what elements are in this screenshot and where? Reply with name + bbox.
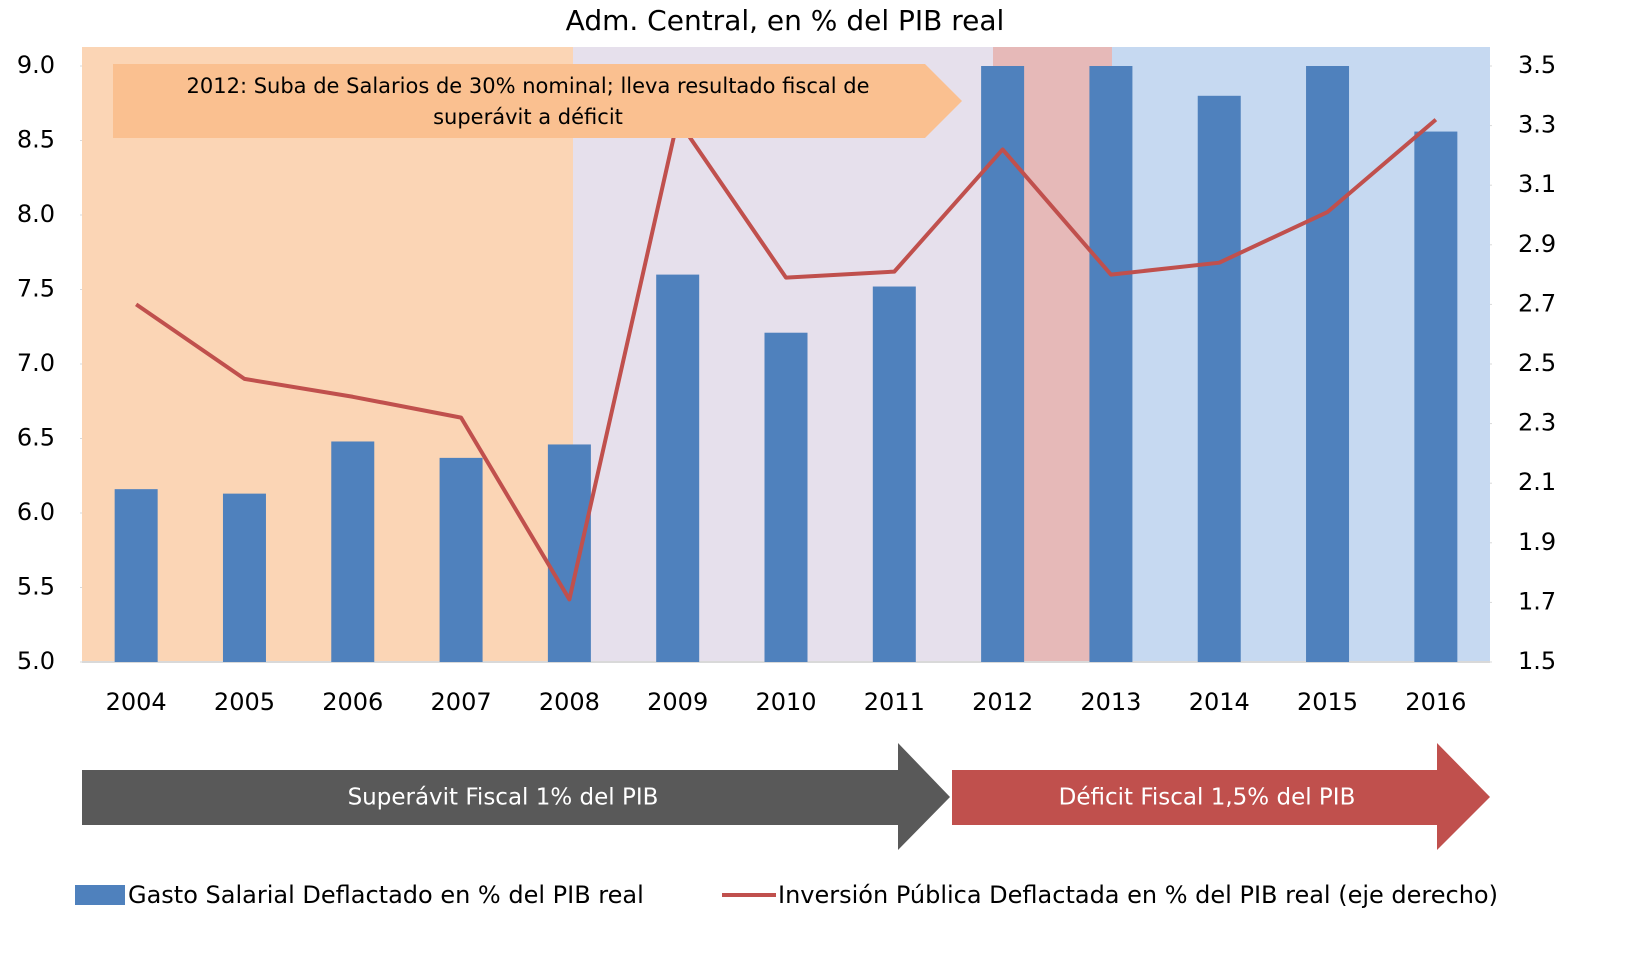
legend-swatch <box>75 885 125 905</box>
y2-tick-label: 3.1 <box>1518 170 1556 198</box>
y2-tick-label: 3.3 <box>1518 111 1556 139</box>
bar <box>1089 66 1133 662</box>
y2-tick-label: 3.5 <box>1518 51 1556 79</box>
legend-label: Gasto Salarial Deflactado en % del PIB r… <box>128 881 644 909</box>
y-tick-label: 9.0 <box>17 51 55 79</box>
y2-tick-label: 1.5 <box>1518 647 1556 675</box>
x-tick-label: 2004 <box>106 688 167 716</box>
y-tick-label: 6.0 <box>17 498 55 526</box>
y-tick-label: 8.0 <box>17 200 55 228</box>
x-tick-label: 2016 <box>1405 688 1466 716</box>
bar <box>331 441 375 662</box>
x-tick-label: 2009 <box>647 688 708 716</box>
x-tick-label: 2015 <box>1297 688 1358 716</box>
annotation-arrow <box>113 64 962 138</box>
x-tick-label: 2005 <box>214 688 275 716</box>
y-tick-label: 5.0 <box>17 647 55 675</box>
y-tick-label: 6.5 <box>17 424 55 452</box>
y2-tick-label: 2.3 <box>1518 409 1556 437</box>
y-tick-label: 5.5 <box>17 573 55 601</box>
x-tick-label: 2008 <box>539 688 600 716</box>
period-label: Déficit Fiscal 1,5% del PIB <box>1059 785 1356 811</box>
bar <box>547 444 591 662</box>
y-tick-label: 8.5 <box>17 126 55 154</box>
period-arrow <box>82 743 950 850</box>
y-tick-label: 7.0 <box>17 349 55 377</box>
y2-tick-label: 1.7 <box>1518 587 1556 615</box>
x-tick-label: 2012 <box>972 688 1033 716</box>
y2-tick-label: 1.9 <box>1518 528 1556 556</box>
period-arrow <box>952 743 1490 850</box>
bar <box>1414 131 1458 662</box>
x-tick-label: 2011 <box>864 688 925 716</box>
bar <box>981 66 1025 662</box>
annotation: superávit a déficit <box>433 105 623 129</box>
x-tick-label: 2007 <box>431 688 492 716</box>
bar <box>439 457 483 662</box>
bar <box>764 332 808 662</box>
line <box>135 117 1438 602</box>
annotation: 2012: Suba de Salarios de 30% nominal; l… <box>187 74 870 98</box>
y2-tick-label: 2.1 <box>1518 468 1556 496</box>
legend-label: Inversión Pública Deflactada en % del PI… <box>778 881 1498 909</box>
y-tick-label: 7.5 <box>17 275 55 303</box>
x-tick-label: 2010 <box>755 688 816 716</box>
bar <box>222 493 266 662</box>
bar <box>1197 95 1241 663</box>
y2-tick-label: 2.7 <box>1518 289 1556 317</box>
plot: 5.0 5.5 6.0 6.5 7.0 7.5 8.0 8.5 9.0 1.5 1.7 1.9 2.1 2… <box>17 51 1556 716</box>
x-tick-label: 2006 <box>322 688 383 716</box>
period-band <box>82 47 573 662</box>
bar <box>1306 66 1350 662</box>
bar <box>872 286 916 662</box>
y2-tick-label: 2.5 <box>1518 349 1556 377</box>
x-tick-label: 2013 <box>1080 688 1141 716</box>
period-label: Superávit Fiscal 1% del PIB <box>348 785 659 811</box>
bar <box>656 274 700 662</box>
y2-tick-label: 2.9 <box>1518 230 1556 258</box>
x-tick-label: 2014 <box>1189 688 1250 716</box>
bar <box>114 489 158 662</box>
chart-title: Adm. Central, en % del PIB real <box>566 4 1005 37</box>
